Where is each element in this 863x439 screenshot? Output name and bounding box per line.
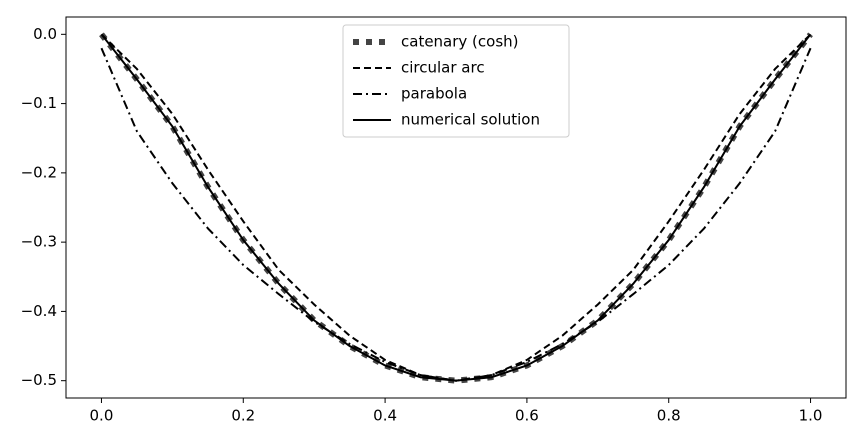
legend-label: circular arc bbox=[401, 59, 485, 77]
x-tick-label: 1.0 bbox=[799, 407, 823, 425]
x-tick-label: 0.2 bbox=[231, 407, 255, 425]
legend-label: numerical solution bbox=[401, 111, 540, 129]
x-tick-label: 0.8 bbox=[657, 407, 681, 425]
y-tick-label: −0.2 bbox=[21, 163, 57, 181]
y-tick-label: −0.1 bbox=[21, 94, 57, 112]
x-tick-label: 0.0 bbox=[90, 407, 114, 425]
legend-box bbox=[342, 24, 570, 138]
legend-label: parabola bbox=[401, 85, 467, 103]
x-tick-label: 0.4 bbox=[373, 407, 397, 425]
plot-frame bbox=[65, 16, 847, 399]
legend: catenary (cosh) circular arc parabola numer… bbox=[342, 24, 570, 138]
y-tick-label: −0.4 bbox=[21, 302, 57, 320]
series-line bbox=[100, 33, 812, 382]
legend-label: catenary (cosh) bbox=[401, 33, 519, 51]
y-tick-label: −0.3 bbox=[21, 233, 57, 251]
y-tick-label: 0.0 bbox=[33, 25, 57, 43]
y-tick-label: −0.5 bbox=[21, 371, 57, 389]
x-tick-label: 0.6 bbox=[515, 407, 539, 425]
